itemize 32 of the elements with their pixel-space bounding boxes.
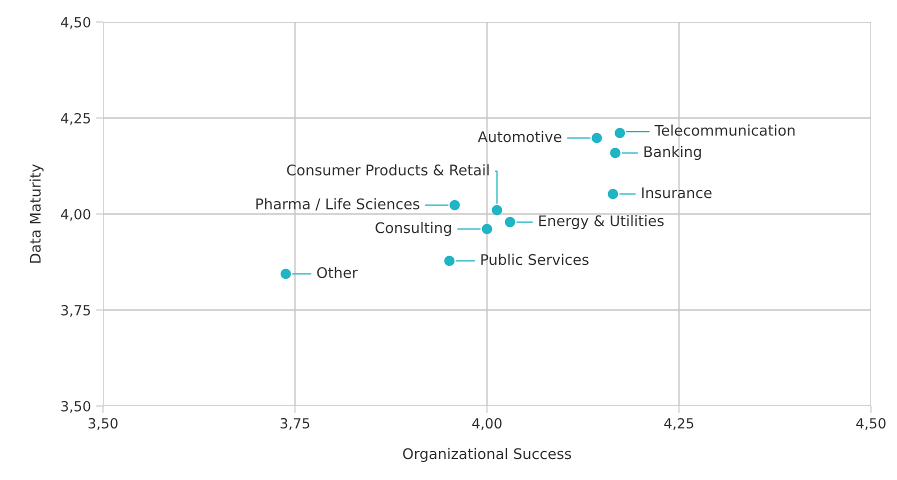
y-tick-label: 3,50 — [61, 400, 90, 413]
annotation: Other — [317, 266, 358, 278]
annotation: Energy & Utilities — [539, 215, 664, 230]
y-tick-label: 4,25 — [60, 112, 90, 125]
y-tick-label: 3,75 — [61, 304, 90, 317]
annotation: Consulting — [376, 222, 451, 236]
point — [504, 216, 516, 228]
x-tick-label: 3,75 — [280, 418, 310, 430]
point — [614, 128, 626, 138]
annotation: Banking — [644, 146, 701, 160]
x-tick-label: 3,50 — [88, 418, 118, 430]
annotation: Pharma / Life Sciences — [256, 198, 420, 211]
annotation: Public Services — [481, 254, 588, 266]
y-tick-label: 4,50 — [60, 16, 90, 29]
point — [450, 200, 460, 210]
point — [492, 205, 502, 216]
x-tick-label: 4,25 — [664, 418, 694, 430]
x-tick-label: 4,00 — [472, 418, 502, 430]
point — [444, 256, 455, 266]
point — [592, 132, 602, 144]
y-axis-title: Data Maturity — [29, 164, 44, 263]
annotation: Automotive — [478, 130, 562, 142]
x-axis-title: Organizational Success — [403, 448, 572, 462]
point — [610, 148, 620, 158]
annotation: Insurance — [642, 187, 712, 198]
annotation: Consumer Products & Retail — [287, 164, 489, 176]
annotation: Telecommunication — [654, 124, 795, 136]
y-tick-label: 4,00 — [60, 208, 90, 221]
point — [482, 224, 492, 234]
point — [608, 188, 618, 200]
x-tick-label: 4,50 — [856, 418, 886, 430]
point — [280, 268, 291, 280]
